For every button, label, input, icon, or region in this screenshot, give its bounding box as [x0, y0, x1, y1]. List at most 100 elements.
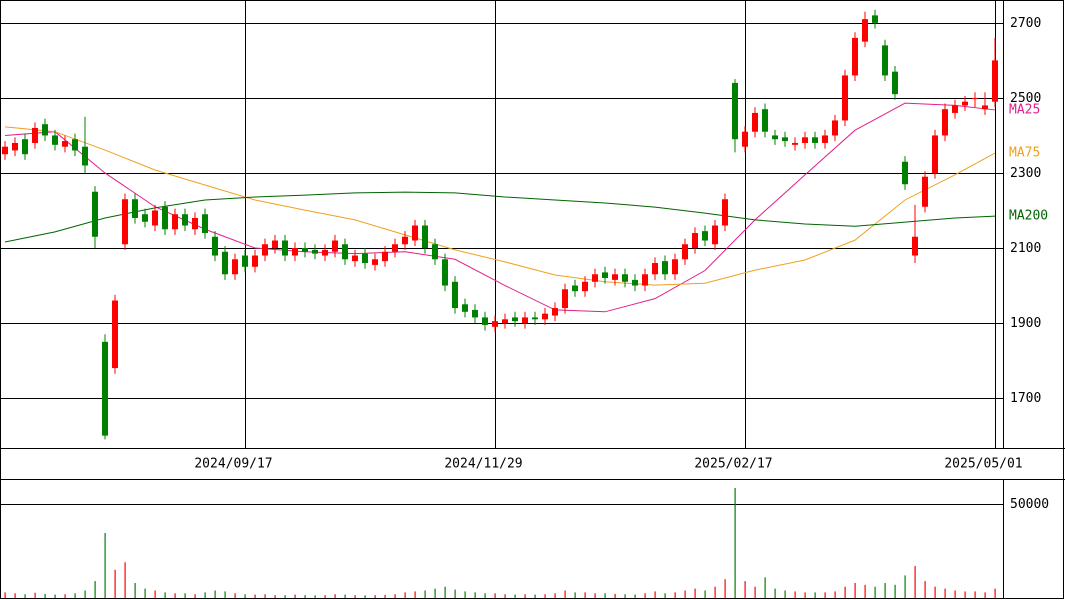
candle-body: [332, 240, 338, 252]
volume-bar: [444, 586, 446, 598]
volume-bar: [944, 588, 946, 598]
volume-bar: [834, 591, 836, 598]
volume-bar: [154, 590, 156, 598]
candle-body: [792, 142, 798, 145]
volume-bar: [324, 595, 326, 598]
candle-body: [692, 233, 698, 249]
volume-bar: [514, 594, 516, 598]
volume-bar: [504, 594, 506, 598]
volume-bar: [424, 590, 426, 598]
candle-body: [92, 191, 98, 237]
volume-bar: [614, 593, 616, 598]
volume-bar: [574, 592, 576, 598]
volume-bar: [604, 593, 606, 598]
candle-body: [162, 206, 168, 230]
volume-bar: [14, 593, 16, 598]
candle-body: [42, 124, 48, 136]
candle-body: [302, 248, 308, 252]
volume-bar: [904, 575, 906, 598]
volume-bar: [64, 594, 66, 598]
volume-bar: [224, 591, 226, 598]
volume-bar: [244, 594, 246, 598]
candle-body: [392, 244, 398, 252]
candle-body: [492, 321, 498, 327]
volume-bar: [44, 593, 46, 598]
candle-body: [522, 317, 528, 324]
candle-body: [122, 199, 128, 245]
volume-bar: [254, 594, 256, 598]
volume-bar: [934, 586, 936, 598]
volume-bar: [774, 588, 776, 598]
volume-bar: [994, 588, 996, 598]
volume-bar: [694, 588, 696, 598]
candle-body: [912, 236, 918, 256]
candle-body: [112, 300, 118, 369]
volume-bar: [414, 591, 416, 598]
volume-bar: [134, 582, 136, 598]
candle-body: [842, 75, 848, 121]
candle-body: [282, 240, 288, 256]
candle-body: [12, 142, 18, 151]
volume-bar: [884, 582, 886, 598]
volume-bar: [104, 532, 106, 598]
volume-bar: [84, 590, 86, 598]
candle-body: [902, 161, 908, 185]
candle-body: [242, 255, 248, 267]
volume-bar: [344, 594, 346, 598]
candle-body: [922, 176, 928, 207]
volume-bar: [94, 581, 96, 598]
volume-bar: [164, 592, 166, 598]
candle-body: [342, 244, 348, 260]
candle-body: [972, 97, 978, 99]
volume-bar: [794, 591, 796, 598]
candle-body: [232, 259, 238, 275]
candle-body: [562, 289, 568, 309]
volume-bar: [844, 586, 846, 598]
candle-body: [352, 255, 358, 262]
candle-body: [432, 244, 438, 260]
candle-body: [732, 82, 738, 140]
volume-bar: [914, 566, 916, 598]
candle-body: [502, 319, 508, 324]
moving-average-line: [4, 102, 996, 313]
legend-label: MA25: [1009, 102, 1040, 117]
candle-body: [182, 214, 188, 226]
candle-body: [592, 274, 598, 282]
candle-body: [932, 135, 938, 173]
volume-bar: [4, 592, 6, 598]
candle-body: [192, 217, 198, 230]
candle-body: [682, 244, 688, 260]
candle-body: [72, 139, 78, 151]
candle-body: [452, 281, 458, 309]
volume-bar: [74, 593, 76, 598]
candle-body: [802, 137, 808, 143]
volume-bar: [864, 584, 866, 598]
volume-bar: [744, 581, 746, 598]
volume-bar: [204, 592, 206, 598]
x-tick-label: 2025/02/17: [694, 457, 772, 472]
candle-body: [22, 139, 28, 155]
candle-body: [632, 279, 638, 286]
candle-body: [512, 317, 518, 322]
candle-body: [862, 19, 868, 42]
volume-bar: [474, 592, 476, 598]
candle-body: [362, 253, 368, 264]
volume-bar: [34, 592, 36, 598]
y-tick-label: 2100: [1010, 241, 1041, 256]
candle-body: [312, 249, 318, 254]
candle-body: [402, 236, 408, 245]
candle-body: [202, 214, 208, 234]
candle-body: [212, 236, 218, 256]
x-tick-label: 2024/11/29: [444, 457, 522, 472]
candle-body: [712, 225, 718, 245]
volume-bar: [24, 594, 26, 598]
volume-bar: [594, 593, 596, 598]
candle-body: [812, 137, 818, 143]
volume-bar: [874, 586, 876, 598]
volume-bar: [294, 594, 296, 598]
candle-body: [782, 137, 788, 142]
candle-body: [532, 317, 538, 320]
candle-body: [172, 214, 178, 230]
volume-bar: [354, 595, 356, 598]
